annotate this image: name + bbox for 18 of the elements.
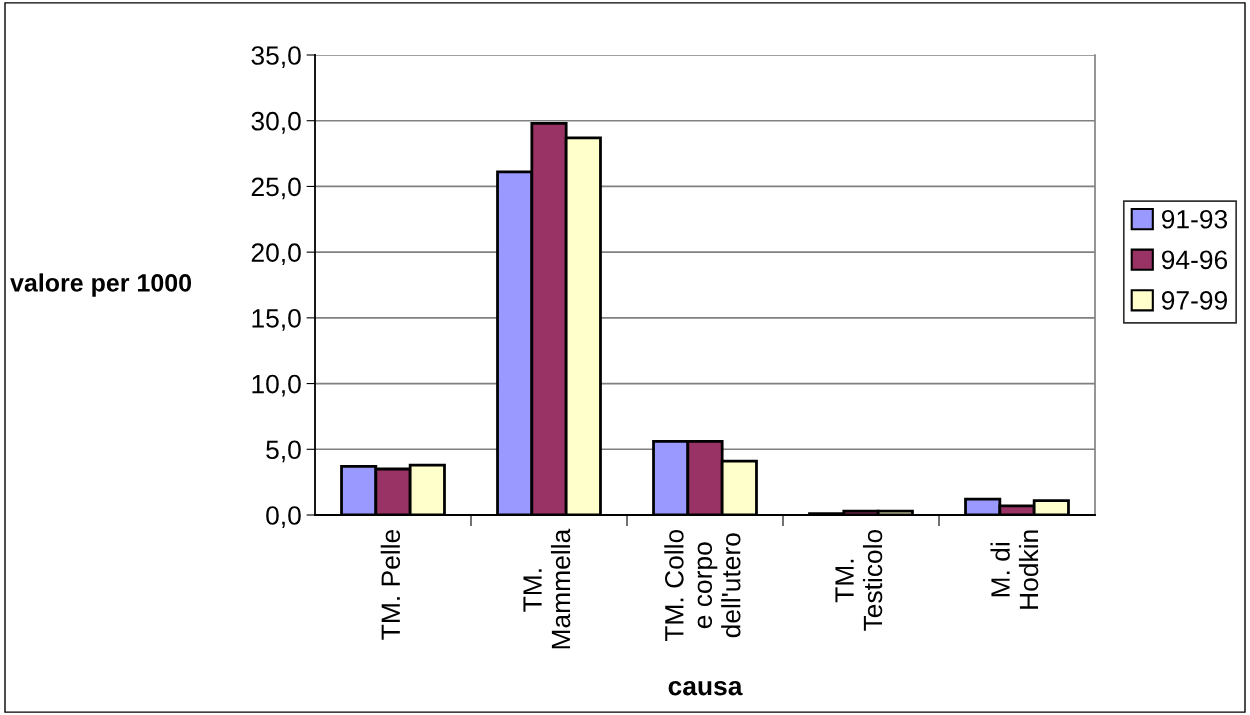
y-tick-label: 25,0 [251,177,301,200]
y-tick-label: 35,0 [251,46,301,68]
x-tick-label: TM. Pelle [380,529,401,640]
y-axis-title: valore per 1000 [10,273,192,297]
y-tick-label: 20,0 [251,243,301,266]
x-tick-label: TM. Testicolo [835,529,883,631]
x-tick-label: TM. Mammella [523,528,571,649]
legend-label: 97-99 [1161,291,1227,310]
legend-label: 94-96 [1161,250,1228,270]
y-tick-label: 5,0 [266,440,301,463]
y-tick-label: 30,0 [251,111,301,134]
x-tick-label: TM. Collo e corpo dell'utero [664,529,741,642]
y-tick-label: 0,0 [266,506,301,528]
x-axis-title: causa [668,680,743,696]
x-tick-label: M. di Hodkin [990,530,1039,609]
y-tick-label: 10,0 [252,374,301,397]
legend-label: 91-93 [1161,209,1228,229]
y-tick-label: 15,0 [252,308,301,331]
